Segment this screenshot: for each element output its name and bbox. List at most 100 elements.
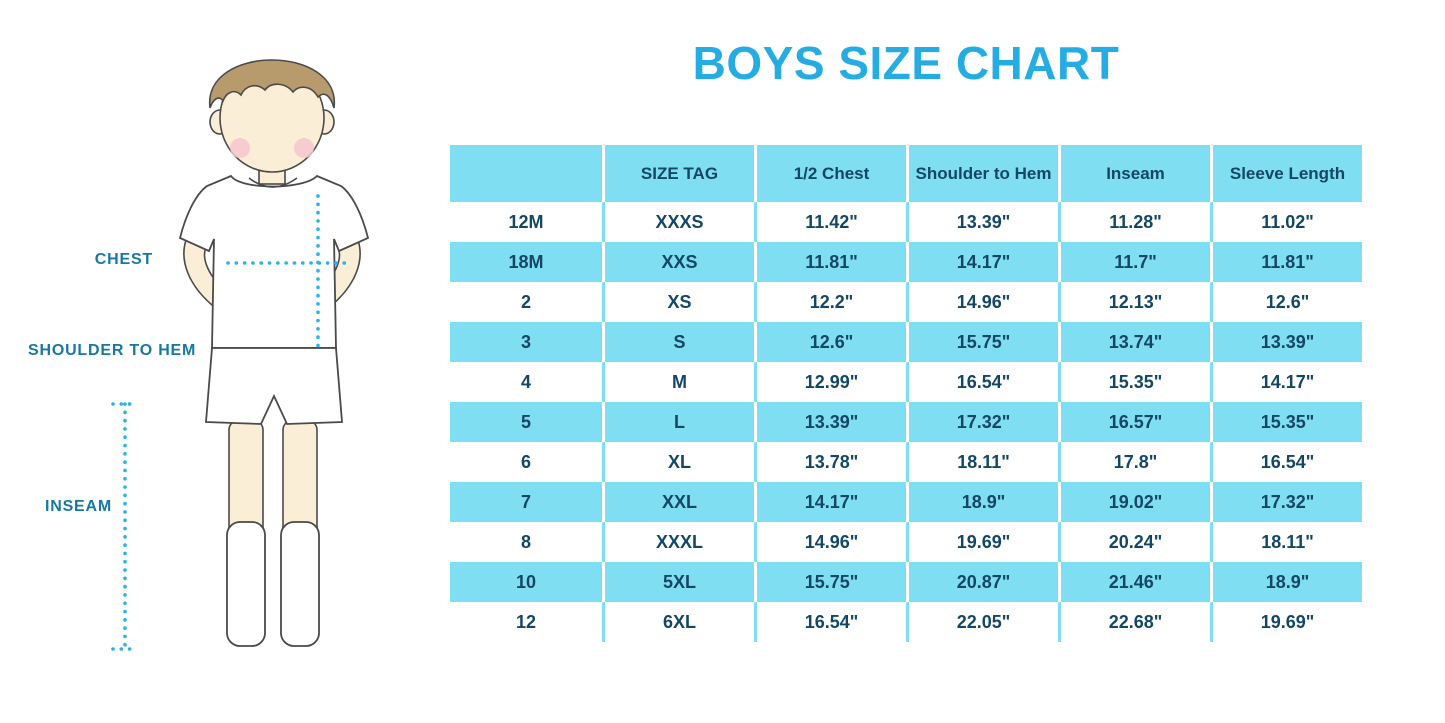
- value-cell: XXXS: [602, 202, 754, 242]
- boy-illustration: CHEST SHOULDER TO HEM INSEAM: [0, 0, 450, 723]
- value-cell: 19.69": [906, 522, 1058, 562]
- value-cell: 11.02": [1210, 202, 1362, 242]
- value-cell: 18.9": [906, 482, 1058, 522]
- table-row: 3 S 12.6" 15.75" 13.74" 13.39": [450, 322, 1362, 362]
- value-cell: M: [602, 362, 754, 402]
- size-table: SIZE TAG 1/2 Chest Shoulder to Hem Inseam Sl…: [450, 145, 1362, 642]
- page-title: BOYS SIZE CHART: [692, 37, 1120, 89]
- value-cell: 18.11": [1210, 522, 1362, 562]
- value-cell: 22.05": [906, 602, 1058, 642]
- value-cell: 11.28": [1058, 202, 1210, 242]
- value-cell: 12.13": [1058, 282, 1210, 322]
- value-cell: 22.68": [1058, 602, 1210, 642]
- size-cell: 12: [450, 602, 602, 642]
- column-header: SIZE TAG: [602, 145, 754, 202]
- value-cell: 16.54": [1210, 442, 1362, 482]
- value-cell: XXXL: [602, 522, 754, 562]
- column-header: Sleeve Length: [1210, 145, 1362, 202]
- value-cell: 13.74": [1058, 322, 1210, 362]
- value-cell: 16.54": [906, 362, 1058, 402]
- value-cell: 11.81": [754, 242, 906, 282]
- column-header: 1/2 Chest: [754, 145, 906, 202]
- value-cell: 14.17": [754, 482, 906, 522]
- column-header: Shoulder to Hem: [906, 145, 1058, 202]
- value-cell: 16.54": [754, 602, 906, 642]
- value-cell: S: [602, 322, 754, 362]
- value-cell: 16.57": [1058, 402, 1210, 442]
- size-table-head: SIZE TAG 1/2 Chest Shoulder to Hem Inseam Sl…: [450, 145, 1362, 202]
- value-cell: 11.42": [754, 202, 906, 242]
- value-cell: 13.39": [754, 402, 906, 442]
- table-row: 6 XL 13.78" 18.11" 17.8" 16.54": [450, 442, 1362, 482]
- value-cell: 6XL: [602, 602, 754, 642]
- size-cell: 8: [450, 522, 602, 562]
- value-cell: 17.32": [1210, 482, 1362, 522]
- value-cell: 5XL: [602, 562, 754, 602]
- value-cell: 20.24": [1058, 522, 1210, 562]
- size-table-header-row: SIZE TAG 1/2 Chest Shoulder to Hem Inseam Sl…: [450, 145, 1362, 202]
- size-cell: 12M: [450, 202, 602, 242]
- value-cell: 17.32": [906, 402, 1058, 442]
- value-cell: 11.7": [1058, 242, 1210, 282]
- boy-hair: [209, 59, 335, 109]
- table-row: 18M XXS 11.81" 14.17" 11.7" 11.81": [450, 242, 1362, 282]
- size-cell: 18M: [450, 242, 602, 282]
- boy-socks: [226, 521, 320, 647]
- value-cell: XXL: [602, 482, 754, 522]
- value-cell: 18.11": [906, 442, 1058, 482]
- size-cell: 5: [450, 402, 602, 442]
- boy-cheek-right: [294, 138, 314, 158]
- value-cell: 21.46": [1058, 562, 1210, 602]
- boy-collar: [248, 177, 298, 188]
- value-cell: 14.17": [906, 242, 1058, 282]
- value-cell: 13.78": [754, 442, 906, 482]
- chest-label: CHEST: [94, 251, 153, 268]
- table-row: 2 XS 12.2" 14.96" 12.13" 12.6": [450, 282, 1362, 322]
- value-cell: L: [602, 402, 754, 442]
- shoulder-to-hem-label: SHOULDER TO HEM: [28, 342, 197, 359]
- boy-shorts: [205, 347, 343, 425]
- value-cell: 15.75": [906, 322, 1058, 362]
- value-cell: 14.96": [906, 282, 1058, 322]
- value-cell: XS: [602, 282, 754, 322]
- value-cell: 13.39": [906, 202, 1058, 242]
- value-cell: 20.87": [906, 562, 1058, 602]
- value-cell: 12.6": [1210, 282, 1362, 322]
- table-row: 4 M 12.99" 16.54" 15.35" 14.17": [450, 362, 1362, 402]
- value-cell: 12.2": [754, 282, 906, 322]
- value-cell: 12.6": [754, 322, 906, 362]
- size-cell: 10: [450, 562, 602, 602]
- value-cell: 19.02": [1058, 482, 1210, 522]
- table-row: 7 XXL 14.17" 18.9" 19.02" 17.32": [450, 482, 1362, 522]
- value-cell: 19.69": [1210, 602, 1362, 642]
- table-row: 12M XXXS 11.42" 13.39" 11.28" 11.02": [450, 202, 1362, 242]
- table-row: 12 6XL 16.54" 22.05" 22.68" 19.69": [450, 602, 1362, 642]
- table-row: 8 XXXL 14.96" 19.69" 20.24" 18.11": [450, 522, 1362, 562]
- value-cell: XL: [602, 442, 754, 482]
- size-cell: 7: [450, 482, 602, 522]
- table-row: 10 5XL 15.75" 20.87" 21.46" 18.9": [450, 562, 1362, 602]
- size-cell: 6: [450, 442, 602, 482]
- value-cell: 14.96": [754, 522, 906, 562]
- value-cell: 17.8": [1058, 442, 1210, 482]
- size-cell: 2: [450, 282, 602, 322]
- boy-legs: [228, 419, 318, 541]
- inseam-label: INSEAM: [44, 498, 112, 515]
- value-cell: 15.35": [1210, 402, 1362, 442]
- value-cell: 12.99": [754, 362, 906, 402]
- boy-cheek-left: [230, 138, 250, 158]
- value-cell: 15.75": [754, 562, 906, 602]
- column-header: Inseam: [1058, 145, 1210, 202]
- value-cell: 18.9": [1210, 562, 1362, 602]
- value-cell: 13.39": [1210, 322, 1362, 362]
- table-row: 5 L 13.39" 17.32" 16.57" 15.35": [450, 402, 1362, 442]
- size-table-body: 12M XXXS 11.42" 13.39" 11.28" 11.02" 18M XXS 11.…: [450, 202, 1362, 642]
- boy-figure-svg: [111, 59, 370, 651]
- column-header: [450, 145, 602, 202]
- value-cell: XXS: [602, 242, 754, 282]
- value-cell: 14.17": [1210, 362, 1362, 402]
- size-cell: 4: [450, 362, 602, 402]
- measurement-lines: [111, 194, 349, 651]
- size-cell: 3: [450, 322, 602, 362]
